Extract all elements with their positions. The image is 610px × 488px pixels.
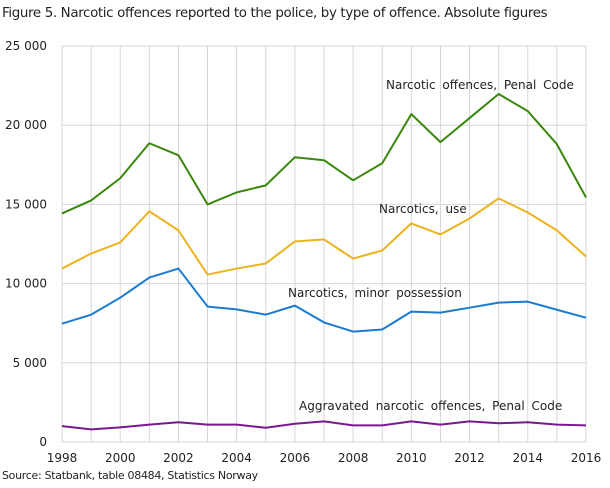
series-labels: Narcotic offences, Penal Code Narcotics, … bbox=[288, 78, 574, 413]
series-label: Aggravated narcotic offences, Penal Code bbox=[299, 399, 562, 413]
series-lines bbox=[61, 92, 587, 431]
series-line-2 bbox=[61, 267, 587, 333]
y-tick-label: 25 000 bbox=[5, 39, 47, 53]
series-label: Narcotic offences, Penal Code bbox=[386, 78, 574, 92]
x-tick-label: 1998 bbox=[47, 451, 78, 465]
y-tick-label: 15 000 bbox=[5, 197, 47, 211]
series-label: Narcotics, use bbox=[379, 202, 467, 216]
x-tick-label: 2006 bbox=[280, 451, 311, 465]
series-line-1 bbox=[61, 197, 587, 276]
grid bbox=[61, 45, 587, 443]
x-axis-ticks: 1998 2000 2002 2004 2006 2008 2010 2012 2014 2016 bbox=[47, 451, 602, 465]
x-tick-label: 2010 bbox=[396, 451, 427, 465]
y-tick-label: 5 000 bbox=[13, 356, 47, 370]
x-tick-label: 2002 bbox=[163, 451, 194, 465]
chart-title: Figure 5. Narcotic offences reported to … bbox=[2, 6, 548, 21]
y-tick-label: 10 000 bbox=[5, 277, 47, 291]
x-tick-label: 2004 bbox=[221, 451, 252, 465]
series-line-3 bbox=[61, 420, 587, 431]
y-tick-label: 20 000 bbox=[5, 118, 47, 132]
y-axis-ticks: 0 5 000 10 000 15 000 20 000 25 000 bbox=[5, 39, 47, 449]
x-tick-label: 2014 bbox=[513, 451, 544, 465]
series-line-0 bbox=[61, 92, 587, 215]
x-tick-label: 2000 bbox=[105, 451, 136, 465]
x-tick-label: 2012 bbox=[454, 451, 485, 465]
series-label: Narcotics, minor possession bbox=[288, 286, 462, 300]
y-tick-label: 0 bbox=[39, 435, 47, 449]
x-tick-label: 2008 bbox=[338, 451, 369, 465]
x-tick-label: 2016 bbox=[571, 451, 602, 465]
source-note: Source: Statbank, table 08484, Statistic… bbox=[2, 469, 258, 482]
